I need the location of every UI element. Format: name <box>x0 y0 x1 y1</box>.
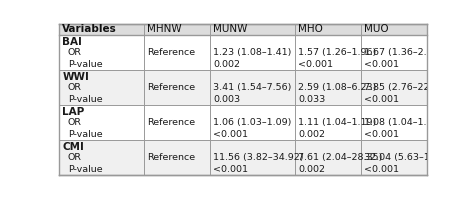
Text: Variables: Variables <box>62 24 117 34</box>
Text: <0.001: <0.001 <box>213 165 248 174</box>
Text: 0.003: 0.003 <box>213 95 240 104</box>
Text: OR: OR <box>68 153 82 162</box>
Bar <box>59 140 427 175</box>
Text: OR: OR <box>68 118 82 127</box>
Text: 11.56 (3.82–34.92): 11.56 (3.82–34.92) <box>213 153 304 162</box>
Text: 0.033: 0.033 <box>299 95 326 104</box>
Text: P-value: P-value <box>68 130 102 139</box>
Text: 1.67 (1.36–2.07): 1.67 (1.36–2.07) <box>364 48 443 57</box>
Text: <0.001: <0.001 <box>364 130 399 139</box>
Text: 1.08 (1.04–1.12): 1.08 (1.04–1.12) <box>364 118 442 127</box>
Text: 0.002: 0.002 <box>299 165 325 174</box>
Text: WWI: WWI <box>62 72 89 82</box>
Text: MUNW: MUNW <box>213 24 247 34</box>
Text: OR: OR <box>68 83 82 92</box>
Text: 3.41 (1.54–7.56): 3.41 (1.54–7.56) <box>213 83 292 92</box>
Text: Reference: Reference <box>147 83 196 92</box>
Text: OR: OR <box>68 48 82 57</box>
Text: CMI: CMI <box>62 142 84 152</box>
Bar <box>59 70 427 105</box>
Text: 0.002: 0.002 <box>213 60 240 69</box>
Text: <0.001: <0.001 <box>364 95 399 104</box>
Bar <box>59 105 427 140</box>
Text: <0.001: <0.001 <box>213 130 248 139</box>
Text: 0.002: 0.002 <box>299 130 325 139</box>
Text: P-value: P-value <box>68 95 102 104</box>
Bar <box>59 24 427 35</box>
Text: 1.57 (1.26–1.96): 1.57 (1.26–1.96) <box>299 48 377 57</box>
Text: BAI: BAI <box>62 37 82 47</box>
Text: Reference: Reference <box>147 153 196 162</box>
Text: 1.11 (1.04–1.19): 1.11 (1.04–1.19) <box>299 118 377 127</box>
Text: 7.61 (2.04–28.35): 7.61 (2.04–28.35) <box>299 153 383 162</box>
Text: <0.001: <0.001 <box>299 60 333 69</box>
Text: MUO: MUO <box>364 24 389 34</box>
Text: <0.001: <0.001 <box>364 60 399 69</box>
Bar <box>59 35 427 70</box>
Text: 32.04 (5.63–182.12): 32.04 (5.63–182.12) <box>364 153 461 162</box>
Text: <0.001: <0.001 <box>364 165 399 174</box>
Text: Reference: Reference <box>147 48 196 57</box>
Text: P-value: P-value <box>68 165 102 174</box>
Text: 2.59 (1.08–6.23): 2.59 (1.08–6.23) <box>299 83 377 92</box>
Text: Reference: Reference <box>147 118 196 127</box>
Text: MHO: MHO <box>299 24 323 34</box>
Text: 1.06 (1.03–1.09): 1.06 (1.03–1.09) <box>213 118 292 127</box>
Text: MHNW: MHNW <box>147 24 182 34</box>
Text: P-value: P-value <box>68 60 102 69</box>
Text: 1.23 (1.08–1.41): 1.23 (1.08–1.41) <box>213 48 292 57</box>
Text: LAP: LAP <box>62 107 84 117</box>
Text: 7.85 (2.76–22.28): 7.85 (2.76–22.28) <box>364 83 448 92</box>
